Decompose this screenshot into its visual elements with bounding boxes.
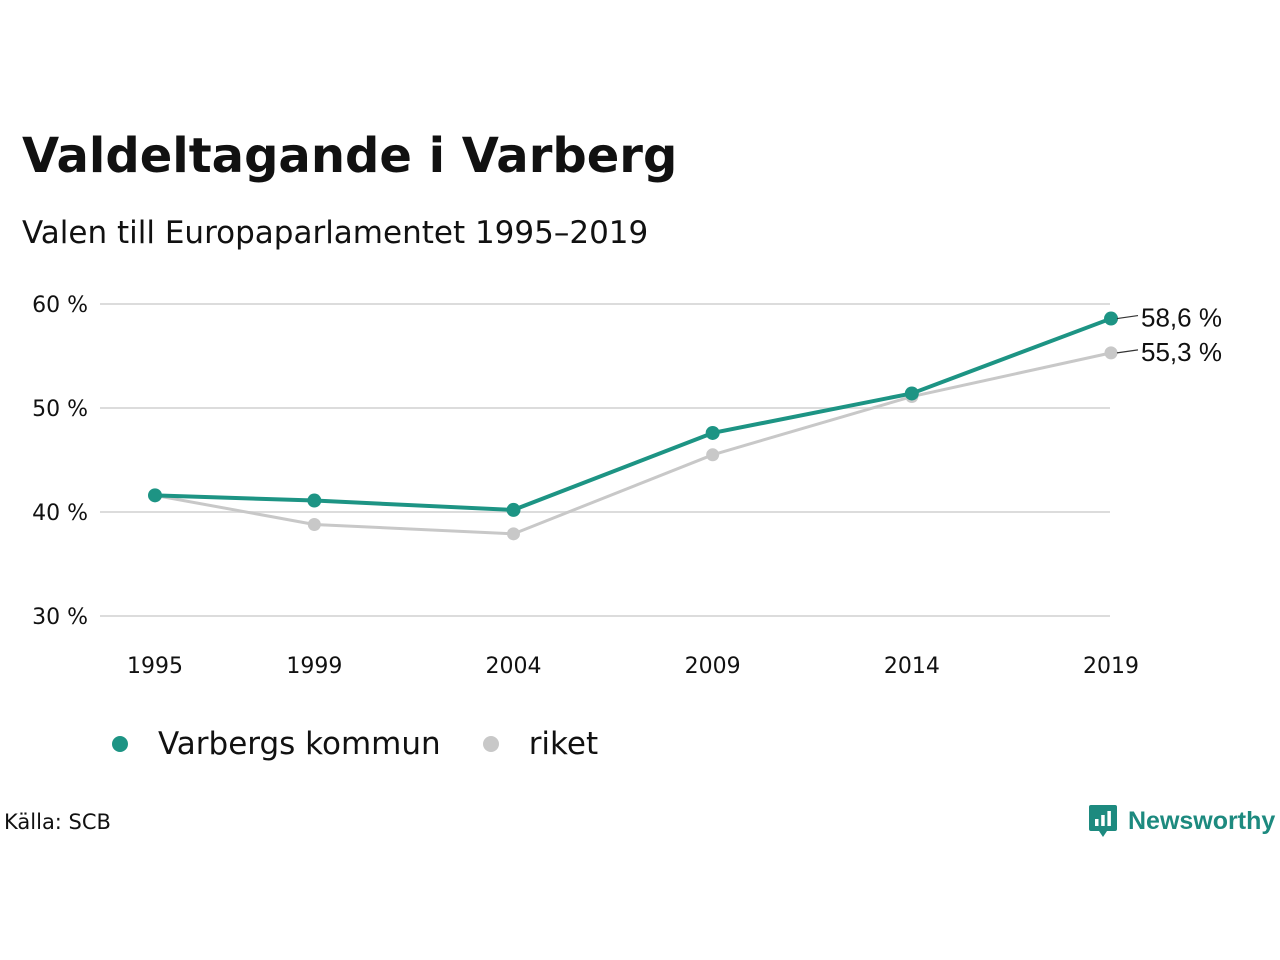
series-layer [148, 311, 1118, 541]
end-label: 58,6 % [1141, 303, 1222, 333]
brand-name: Newsworthy [1128, 806, 1276, 835]
data-point [706, 448, 720, 462]
y-tick-label: 40 % [32, 501, 88, 526]
legend-item-riket: riket [482, 726, 599, 762]
x-tick-label: 2009 [685, 654, 741, 679]
legend-label-riket: riket [528, 726, 599, 762]
y-tick-label: 60 % [32, 293, 88, 318]
x-tick-label: 2019 [1083, 654, 1139, 679]
data-point [307, 517, 321, 531]
data-point [1104, 346, 1118, 360]
newsworthy-logo-icon [1089, 805, 1117, 837]
data-point [307, 493, 322, 508]
y-axis-ticks: 30 % 40 % 50 % 60 % [32, 293, 88, 630]
legend-dot-varberg [112, 736, 128, 752]
end-label: 55,3 % [1141, 337, 1222, 367]
end-label-leader [1116, 349, 1139, 354]
legend: Varbergs kommun riket [112, 726, 640, 762]
brand: Newsworthy [1088, 803, 1275, 839]
grid-lines [100, 303, 1110, 617]
chart-subtitle: Valen till Europaparlamentet 1995–2019 [22, 215, 649, 251]
data-point [705, 425, 720, 440]
data-point [1104, 311, 1118, 326]
series-line [154, 351, 1112, 536]
end-labels: 55,3 % 58,6 % [1116, 303, 1222, 367]
chart-title: Valdeltagande i Varberg [22, 128, 678, 184]
data-point [904, 386, 919, 401]
x-tick-label: 2014 [884, 654, 940, 679]
legend-dot-riket [482, 736, 499, 752]
y-tick-label: 30 % [32, 605, 88, 630]
data-point [148, 488, 162, 503]
y-tick-label: 50 % [32, 397, 88, 422]
x-tick-label: 1995 [127, 654, 183, 679]
x-axis-ticks: 1995 1999 2004 2009 2014 2019 [127, 654, 1139, 679]
series-line [154, 316, 1112, 512]
series-varberg [148, 311, 1118, 517]
x-tick-label: 1999 [286, 654, 342, 679]
x-tick-label: 2004 [486, 654, 542, 679]
data-point [507, 527, 520, 541]
data-point [506, 502, 521, 517]
legend-label-varberg: Varbergs kommun [158, 726, 441, 762]
source-note: Källa: SCB [4, 810, 111, 834]
end-label-leader [1116, 314, 1139, 320]
legend-item-varberg: Varbergs kommun [112, 726, 441, 762]
